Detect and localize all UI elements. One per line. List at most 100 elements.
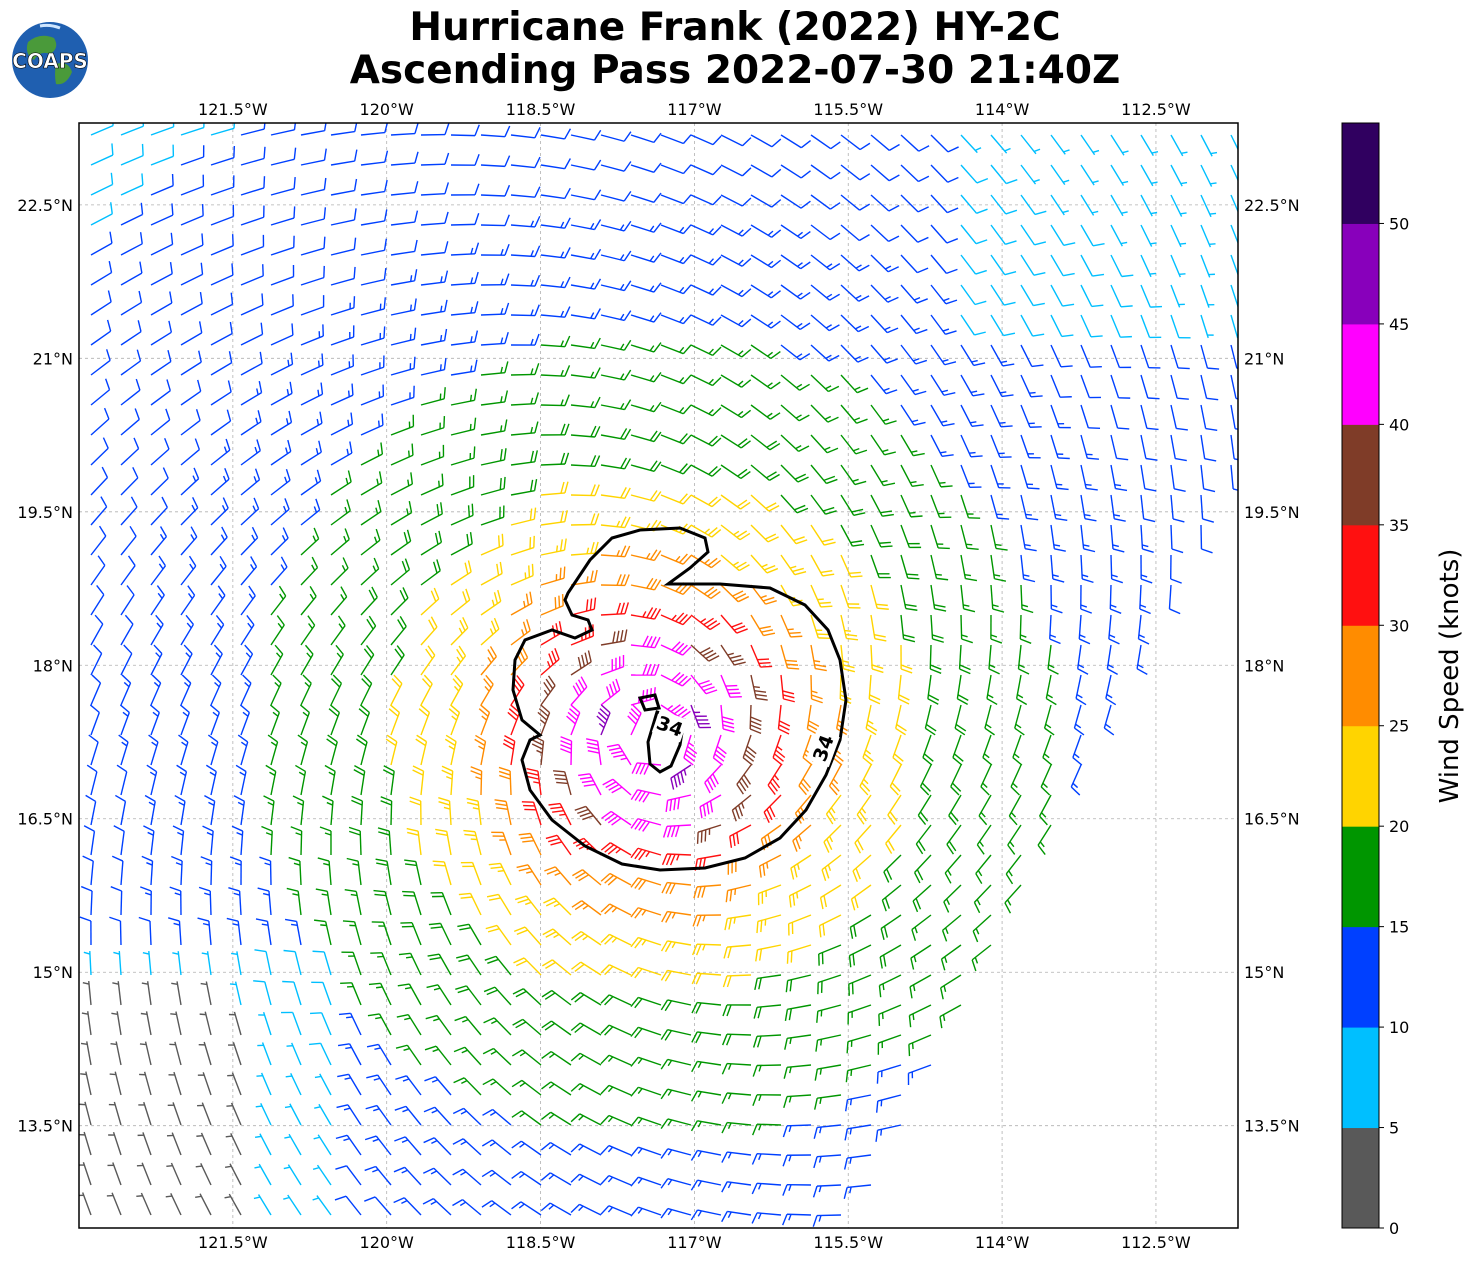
wind-barb: [498, 766, 512, 796]
wind-barb: [448, 704, 461, 736]
wind-barb: [840, 614, 859, 641]
wind-barb: [1230, 374, 1238, 400]
wind-barb: [393, 1197, 422, 1216]
wind-barb: [338, 1012, 362, 1036]
wind-barb: [1050, 374, 1072, 398]
wind-barb: [1080, 344, 1102, 368]
wind-barb: [541, 1050, 572, 1066]
wind-barb: [270, 265, 295, 286]
wind-barb: [210, 614, 225, 646]
wind-barb: [210, 526, 228, 556]
wind-barb: [144, 794, 156, 826]
wind-barb: [1050, 554, 1065, 583]
wind-barb: [600, 933, 632, 946]
wind-barb: [270, 235, 295, 256]
wind-barb: [79, 1131, 92, 1156]
wind-barb: [570, 541, 599, 556]
wind-barb: [630, 907, 662, 919]
wind-barb: [526, 767, 542, 796]
wind-barb: [630, 818, 662, 832]
wind-barb: [840, 374, 869, 394]
wind-barb: [690, 1149, 722, 1161]
wind-barb: [330, 325, 355, 346]
wind-barb: [180, 644, 193, 676]
wind-barb: [409, 796, 422, 826]
wind-barb: [690, 554, 722, 569]
wind-barb: [600, 1024, 632, 1036]
wind-barb: [150, 585, 165, 616]
wind-barb: [1110, 254, 1134, 278]
lat-tick-right: 18°N: [1244, 656, 1284, 675]
wind-barb: [630, 549, 662, 562]
wind-barb: [452, 1199, 482, 1216]
wind-barb: [1080, 194, 1099, 216]
wind-barb: [1080, 434, 1100, 460]
wind-barb: [313, 1134, 332, 1156]
wind-barb: [116, 764, 128, 796]
wind-barb: [83, 950, 92, 976]
wind-barb: [228, 1042, 242, 1066]
wind-barb: [150, 320, 173, 346]
wind-barb: [1015, 674, 1028, 706]
wind-barb: [780, 614, 803, 638]
wind-barb: [180, 145, 205, 166]
wind-barb: [630, 282, 662, 293]
wind-barb: [917, 794, 932, 826]
wind-barb: [660, 671, 692, 687]
wind-barb: [690, 1090, 722, 1102]
wind-barb: [1109, 584, 1122, 614]
wind-barb: [570, 992, 602, 1006]
wind-barb: [798, 764, 812, 796]
wind-barb: [375, 858, 392, 886]
wind-barb: [630, 635, 661, 649]
wind-barb: [660, 1178, 692, 1189]
wind-barb: [270, 527, 289, 556]
lat-tick-right: 22.5°N: [1244, 196, 1300, 215]
wind-barb: [753, 1004, 782, 1019]
wind-barb: [990, 494, 1010, 520]
wind-barb: [418, 704, 431, 736]
lon-tick-bottom: 117°W: [667, 1233, 722, 1252]
wind-barb: [420, 387, 446, 406]
wind-barb: [80, 885, 93, 916]
wind-barb: [210, 145, 236, 166]
wind-barb: [330, 296, 356, 316]
wind-barb: [1140, 164, 1158, 187]
wind-barb: [90, 319, 112, 346]
wind-barb: [390, 181, 419, 196]
wind-barb: [328, 704, 341, 736]
wind-barb: [90, 674, 102, 706]
wind-barb: [750, 404, 781, 420]
wind-barb: [1137, 614, 1150, 645]
wind-barb: [1230, 464, 1238, 491]
wind-barb: [1043, 704, 1055, 736]
wind-barb: [330, 123, 358, 136]
wind-barb: [722, 1004, 752, 1017]
wind-barb: [240, 205, 265, 226]
wind-barb: [859, 764, 872, 796]
wind-barb: [930, 584, 947, 612]
wind-barb: [930, 254, 958, 275]
wind-barb: [395, 1075, 422, 1096]
wind-barb: [691, 1001, 722, 1014]
wind-barb: [870, 314, 899, 334]
wind-barb: [150, 467, 169, 496]
wind-barb: [1200, 344, 1220, 370]
wind-barb: [171, 855, 183, 886]
wind-barb: [883, 854, 902, 883]
wind-barb: [660, 1028, 692, 1041]
wind-barb: [848, 974, 872, 996]
wind-barb: [233, 795, 246, 826]
wind-barb: [513, 926, 542, 946]
wind-barb: [696, 824, 722, 844]
wind-barb: [240, 674, 252, 706]
wind-barb: [415, 734, 428, 766]
wind-barb: [752, 1034, 782, 1048]
wind-barb: [480, 390, 509, 406]
wind-barb: [750, 284, 781, 299]
wind-barb: [755, 944, 782, 962]
wind-barb: [810, 494, 837, 515]
wind-barb: [578, 773, 602, 796]
wind-barb: [150, 408, 171, 436]
wind-barb: [240, 585, 256, 616]
